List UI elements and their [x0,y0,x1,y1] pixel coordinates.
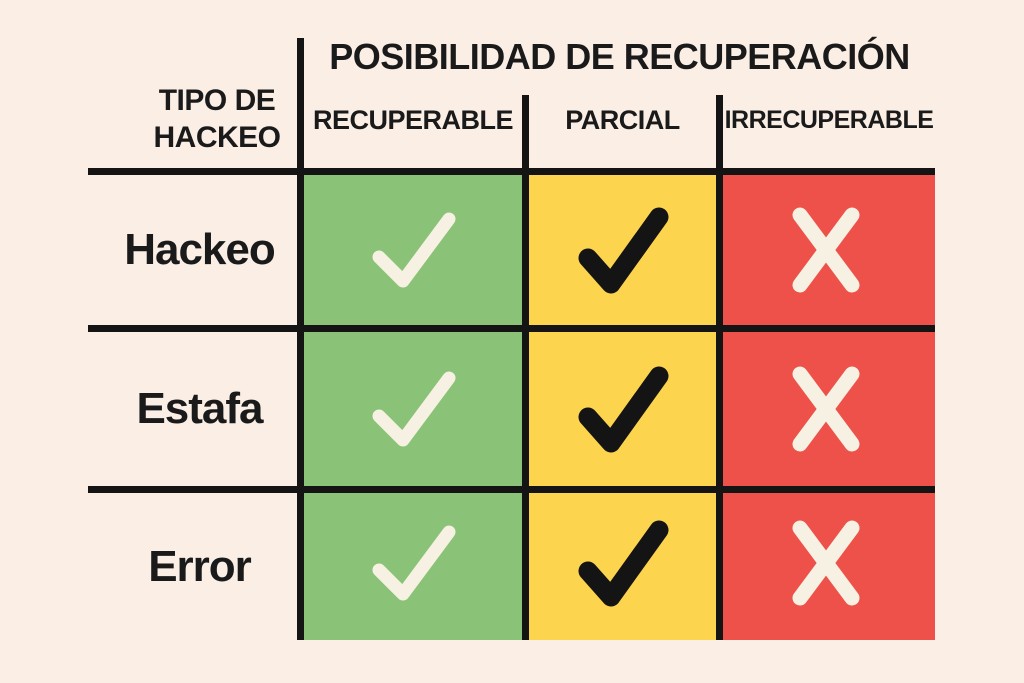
grid-vline-parcial-irrecuperable [716,95,723,640]
row-group-title-line2: HACKEO [153,121,281,154]
grid-hline-header-bottom [88,168,935,175]
column-header-recuperable: RECUPERABLE [312,104,514,135]
grid-hline-row1-row2 [88,325,935,332]
check-icon [372,212,456,288]
cell-error-parcial [522,486,723,640]
check-icon [578,520,668,607]
check-icon [372,371,456,447]
grid-hline-row2-row3 [88,486,935,493]
row-header-estafa: Estafa [136,384,263,433]
cell-hackeo-parcial [522,168,723,332]
column-header-irrecuperable: IRRECUPERABLE [724,105,934,134]
column-group-title: POSIBILIDAD DE RECUPERACIÓN [329,36,910,77]
check-icon [372,525,456,601]
cross-icon [792,366,859,452]
cross-icon [792,207,859,293]
cross-icon [792,520,859,606]
cell-estafa-irrecuperable [716,325,935,493]
grid-vline-labels-divider [297,38,304,640]
cell-hackeo-recuperable [297,168,529,332]
cell-hackeo-irrecuperable [716,168,935,332]
column-header-parcial: PARCIAL [565,104,680,135]
cell-estafa-parcial [522,325,723,493]
row-header-error: Error [148,541,252,591]
check-icon [578,207,668,294]
cell-error-irrecuperable [716,486,935,640]
row-group-title-line1: TIPO DE [158,84,276,117]
row-group-title: TIPO DE HACKEO [137,82,297,156]
row-header-hackeo: Hackeo [124,225,276,274]
cell-estafa-recuperable [297,325,529,493]
cell-error-recuperable [297,486,529,640]
check-icon [578,366,668,453]
grid-vline-recuperable-parcial [522,95,529,640]
